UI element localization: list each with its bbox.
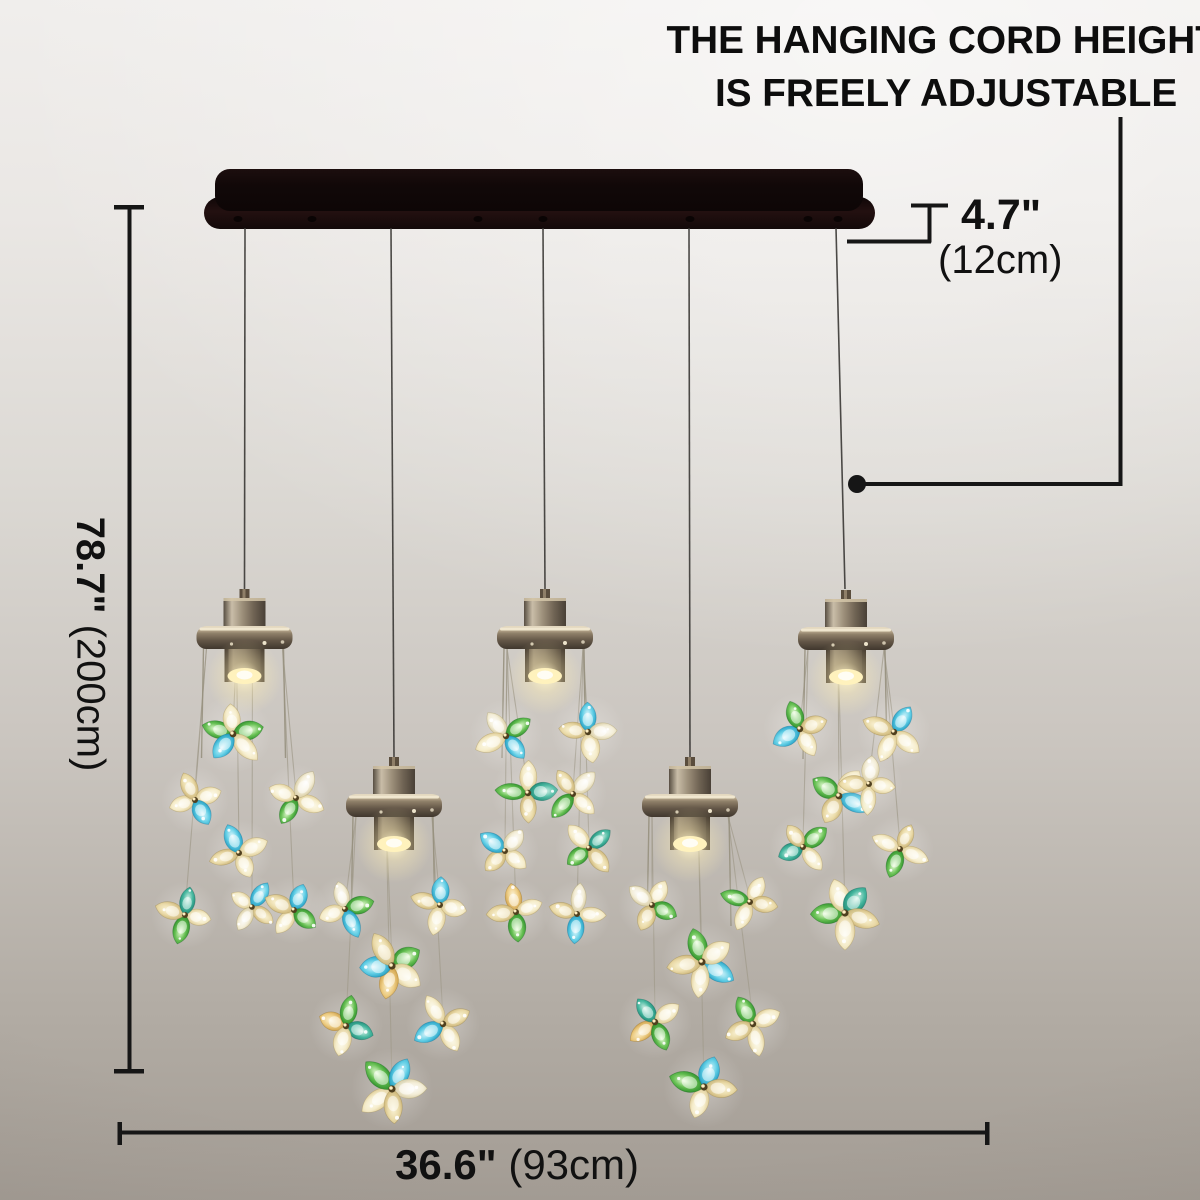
svg-text:78.7" (200cm): 78.7" (200cm): [68, 517, 112, 772]
svg-text:THE HANGING CORD HEIGHT: THE HANGING CORD HEIGHT: [667, 19, 1200, 62]
svg-text:36.6" (93cm): 36.6" (93cm): [395, 1141, 639, 1188]
svg-text:(12cm): (12cm): [938, 238, 1062, 282]
svg-text:4.7": 4.7": [961, 191, 1041, 239]
svg-text:IS FREELY ADJUSTABLE: IS FREELY ADJUSTABLE: [715, 72, 1177, 115]
